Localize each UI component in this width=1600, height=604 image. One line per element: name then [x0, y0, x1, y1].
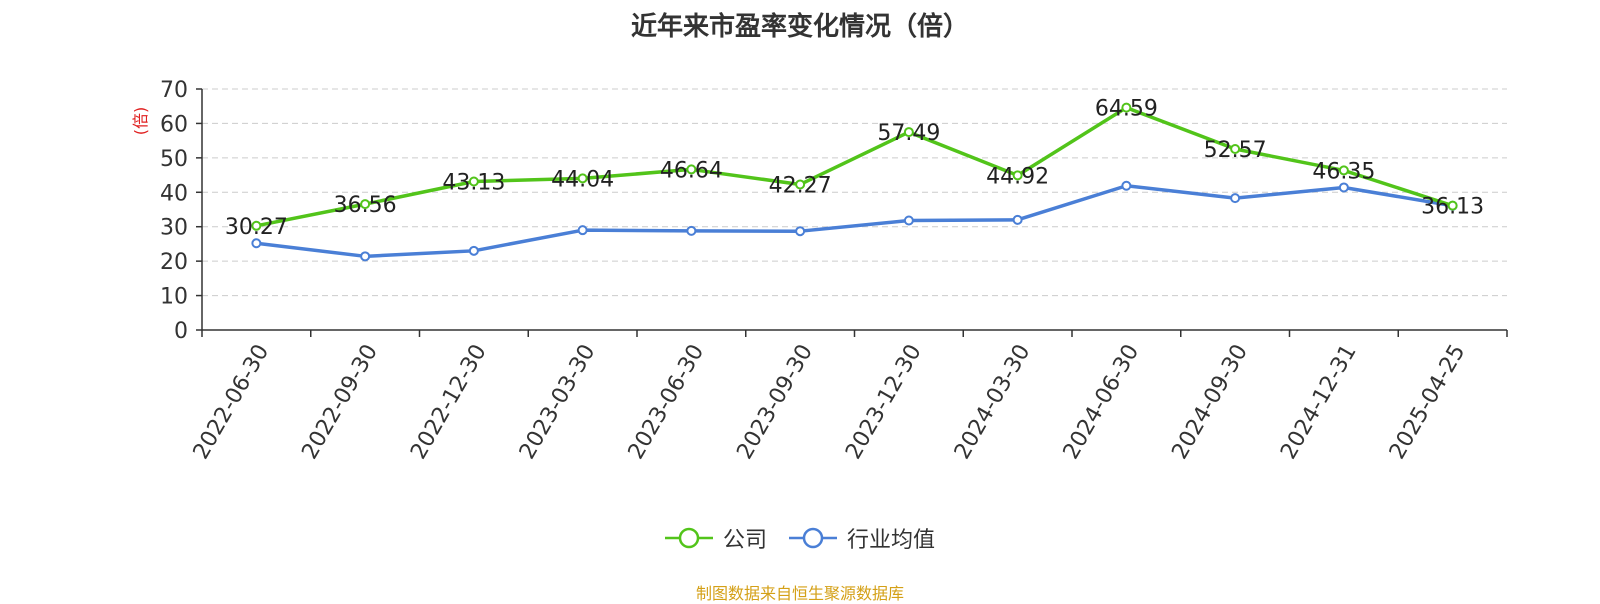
- axes: 0 10 20 30 40 50 60 70 (倍) 2022-06-30 2022-09-30 20…: [131, 78, 1508, 464]
- x-tick-label: 2023-09-30: [732, 340, 818, 463]
- data-point: [686, 164, 697, 175]
- data-label: 36.13: [1421, 195, 1484, 220]
- data-label: 64.59: [1095, 97, 1158, 122]
- y-tick-label: 0: [174, 319, 188, 344]
- x-tick-label: 2024-12-31: [1276, 340, 1362, 463]
- legend-item-industry[interactable]: 行业均值: [789, 522, 935, 554]
- data-label: 42.27: [769, 173, 832, 198]
- data-point: [686, 225, 697, 236]
- x-tick-label: 2023-12-30: [841, 340, 927, 463]
- data-point: [1338, 182, 1349, 193]
- y-axis-label: (倍): [131, 107, 150, 136]
- y-tick-label: 20: [160, 250, 188, 275]
- legend-label-company: 公司: [722, 528, 767, 553]
- data-label: 30.27: [225, 215, 288, 240]
- data-point: [468, 245, 479, 256]
- data-point: [1121, 102, 1132, 113]
- data-label: 52.57: [1204, 138, 1267, 163]
- legend-label-industry: 行业均值: [847, 528, 936, 553]
- data-point: [1012, 170, 1023, 181]
- series-line-industry: [256, 183, 1453, 259]
- data-point: [468, 176, 479, 187]
- y-tick-label: 50: [160, 147, 188, 172]
- x-tick-label: 2022-06-30: [189, 340, 275, 463]
- data-label: 46.35: [1312, 159, 1375, 184]
- data-point: [795, 226, 806, 237]
- x-tick-label: 2022-09-30: [297, 340, 383, 463]
- data-point: [360, 199, 371, 210]
- data-point: [903, 215, 914, 226]
- legend-item-company[interactable]: 公司: [664, 522, 767, 554]
- data-label: 46.64: [660, 158, 723, 183]
- data-point: [360, 251, 371, 262]
- data-point: [251, 238, 262, 249]
- data-point: [1121, 180, 1132, 191]
- x-tick-label: 2024-06-30: [1059, 340, 1145, 463]
- y-tick-label: 40: [160, 181, 188, 206]
- data-label: 44.92: [986, 164, 1049, 189]
- data-label: 43.13: [442, 171, 505, 196]
- series: [251, 102, 1458, 262]
- data-point: [903, 127, 914, 138]
- x-tick-label: 2022-12-30: [406, 340, 492, 463]
- data-label: 44.04: [551, 167, 614, 192]
- data-label: 57.49: [877, 121, 940, 146]
- data-point: [251, 220, 262, 231]
- data-point: [577, 173, 588, 184]
- x-tick-label: 2024-09-30: [1167, 340, 1253, 463]
- data-labels: 30.27 36.56 43.13 44.04 46.64 42.27 57.49 44.92…: [225, 97, 1484, 240]
- data-point: [1447, 200, 1458, 211]
- legend-line-circle-icon: [664, 527, 713, 549]
- data-point: [795, 179, 806, 190]
- y-tick-label: 70: [160, 78, 188, 103]
- series-line-company: [256, 105, 1454, 228]
- x-tick-label: 2023-03-30: [515, 340, 601, 463]
- data-label: 36.56: [334, 193, 397, 218]
- y-tick-label: 30: [160, 216, 188, 241]
- legend-line-circle-icon: [789, 527, 837, 549]
- y-tick-label: 10: [160, 285, 188, 310]
- data-point: [1230, 193, 1241, 204]
- data-point: [1012, 214, 1023, 225]
- y-tick-label: 60: [160, 112, 188, 137]
- legend: 公司 行业均值: [0, 522, 1600, 554]
- chart-title: 近年来市盈率变化情况（倍）: [630, 12, 969, 42]
- data-point: [1338, 165, 1349, 176]
- x-tick-label: 2023-06-30: [624, 340, 710, 463]
- data-point: [577, 225, 588, 236]
- source-note: 制图数据来自恒生聚源数据库: [695, 584, 904, 603]
- x-tick-label: 2025-04-25: [1385, 340, 1471, 463]
- data-point: [1230, 144, 1241, 155]
- x-tick-label: 2024-03-30: [950, 340, 1036, 463]
